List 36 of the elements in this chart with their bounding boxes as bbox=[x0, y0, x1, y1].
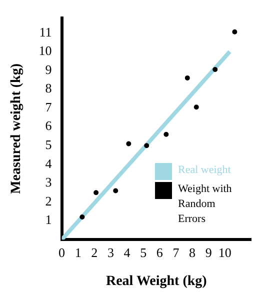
point bbox=[164, 132, 169, 137]
x-tick-label: 0 bbox=[58, 244, 66, 260]
legend-label: Real weight bbox=[178, 163, 232, 178]
x-tick-label: 8 bbox=[189, 244, 196, 260]
x-tick-label: 5 bbox=[140, 244, 147, 260]
x-axis-title: Real Weight (kg) bbox=[106, 274, 208, 290]
point bbox=[144, 143, 150, 148]
y-tick-label: 9 bbox=[45, 62, 52, 77]
x-tick-label: 9 bbox=[205, 244, 212, 260]
point bbox=[194, 104, 199, 110]
point bbox=[126, 141, 132, 146]
point bbox=[94, 190, 99, 196]
point bbox=[80, 214, 85, 220]
y-tick-label: 3 bbox=[45, 174, 52, 190]
y-tick-label: 1 bbox=[45, 212, 52, 228]
point bbox=[113, 188, 118, 194]
x-tick-label: 1 bbox=[74, 244, 82, 260]
y-axis-title: Measured weight (kg) bbox=[9, 63, 24, 194]
x-tick-label: 6 bbox=[156, 244, 164, 260]
y-tick-label: 10 bbox=[38, 43, 52, 58]
x-tick-label: 4 bbox=[124, 244, 131, 260]
point bbox=[232, 29, 238, 34]
y-tick-label: 5 bbox=[45, 137, 52, 152]
point bbox=[184, 75, 190, 80]
y-tick-label: 11 bbox=[39, 24, 52, 40]
y-tick-label: 4 bbox=[45, 156, 52, 171]
y-tick-label: 7 bbox=[45, 99, 52, 114]
point bbox=[212, 66, 218, 72]
x-tick-label: 3 bbox=[107, 244, 114, 260]
x-tick-label: 2 bbox=[91, 244, 98, 260]
x-tick-label: 10 bbox=[218, 244, 232, 260]
legend-label: Weight with Random Errors bbox=[178, 182, 233, 227]
y-tick-label: 6 bbox=[45, 118, 52, 134]
y-tick-label: 2 bbox=[45, 193, 52, 208]
x-tick-label: 7 bbox=[172, 244, 180, 260]
y-tick-label: 8 bbox=[45, 80, 52, 96]
